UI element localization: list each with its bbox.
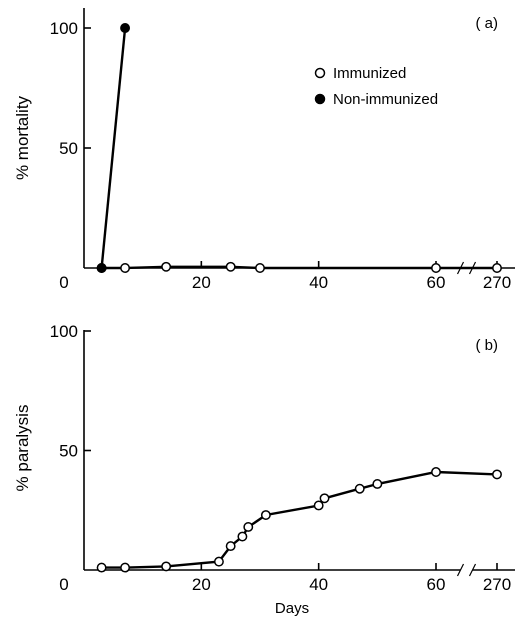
data-point-1 <box>237 531 248 542</box>
x-tick-label: 270 <box>483 575 511 594</box>
panel-label: ( b) <box>476 337 499 354</box>
x-tick-label: 0 <box>59 575 68 594</box>
legend-marker <box>314 67 326 79</box>
y-axis-label: % paralysis <box>13 405 32 492</box>
mortality-panel: 100 50 0 20 40 60 270 % mortality ( a) Immunized N… <box>13 8 515 292</box>
data-point-1 <box>255 263 265 273</box>
x-tick-label: 60 <box>427 575 446 594</box>
x-axis-label: Days <box>275 600 309 617</box>
y-tick-label: 100 <box>50 322 78 341</box>
data-point-1 <box>120 562 131 573</box>
data-point-1 <box>431 467 441 477</box>
x-tick-label: 270 <box>483 273 511 292</box>
x-tick-label: 20 <box>192 273 211 292</box>
data-point-1 <box>120 263 131 273</box>
data-point-1 <box>225 261 236 272</box>
data-point-1 <box>431 263 441 273</box>
series-line-1 <box>101 470 498 569</box>
legend-label: Immunized <box>333 65 406 82</box>
data-point-1 <box>313 500 324 511</box>
panel-label: ( a) <box>476 15 499 32</box>
data-point-1 <box>225 541 236 552</box>
data-point-1 <box>161 561 172 572</box>
data-point-1 <box>96 562 107 573</box>
axis-break-mark <box>468 563 477 577</box>
data-point-1 <box>161 261 172 272</box>
data-point-2 <box>96 263 107 273</box>
data-point-1 <box>260 510 271 520</box>
x-tick-label: 60 <box>427 273 446 292</box>
data-point-1 <box>492 263 502 273</box>
data-point-1 <box>213 556 224 567</box>
x-tick-label: 40 <box>309 575 328 594</box>
data-point-1 <box>354 483 365 494</box>
x-tick-label: 20 <box>192 575 211 594</box>
x-tick-label: 0 <box>59 273 68 292</box>
x-tick-label: 40 <box>309 273 328 292</box>
axis-break-gap <box>460 567 473 573</box>
paralysis-panel: 100 50 0 20 40 60 270 % paralysis ( b) <box>13 322 515 594</box>
data-point-1 <box>372 479 383 489</box>
data-point-1 <box>319 493 330 504</box>
axis-break-mark <box>456 563 465 577</box>
legend-marker <box>314 93 326 105</box>
y-tick-label: 50 <box>59 442 78 461</box>
legend-label: Non-immunized <box>333 91 438 108</box>
data-point-1 <box>492 469 502 480</box>
y-tick-label: 100 <box>50 19 78 38</box>
data-point-2 <box>120 23 131 33</box>
series-line-2 <box>100 27 127 269</box>
data-point-1 <box>243 522 254 532</box>
y-tick-label: 50 <box>59 139 78 158</box>
y-axis-label: % mortality <box>13 95 32 180</box>
